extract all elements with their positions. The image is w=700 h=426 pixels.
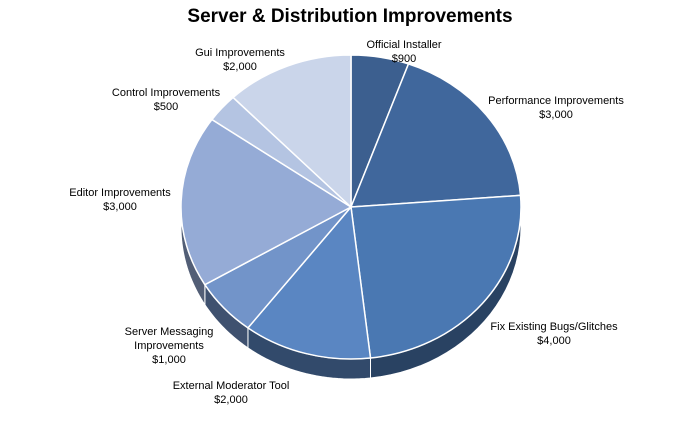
pie-label-fix-existing-bugs-glitches: Fix Existing Bugs/Glitches $4,000 xyxy=(490,321,618,347)
chart-title: Server & Distribution Improvements xyxy=(187,6,513,27)
pie-slice-gui-improvements[interactable] xyxy=(231,54,352,209)
pie-slice-performance-improvements[interactable] xyxy=(349,63,522,208)
pie-label-external-moderator-tool: External Moderator Tool $2,000 xyxy=(173,380,290,406)
pie-label-official-installer: Official Installer $900 xyxy=(367,39,442,65)
pie-slice-external-moderator-tool[interactable] xyxy=(246,205,372,360)
pie-labels: Official Installer $900 Performance Improv… xyxy=(69,39,624,406)
pie-label-performance-improvements: Performance Improvements $3,000 xyxy=(488,95,624,121)
pie-slices xyxy=(180,54,522,360)
pie-slice-fix-existing-bugs-glitches[interactable] xyxy=(350,194,522,359)
pie-depth xyxy=(180,206,522,380)
pie-slice-editor-improvements[interactable] xyxy=(180,118,353,286)
pie-label-editor-improvements: Editor Improvements $3,000 xyxy=(69,187,171,213)
pie-label-control-improvements: Control Improvements $500 xyxy=(112,87,221,113)
pie-label-server-messaging-improvements: Server Messaging Improvements $1,000 xyxy=(125,326,214,366)
pie-label-gui-improvements: Gui Improvements $2,000 xyxy=(195,47,285,73)
